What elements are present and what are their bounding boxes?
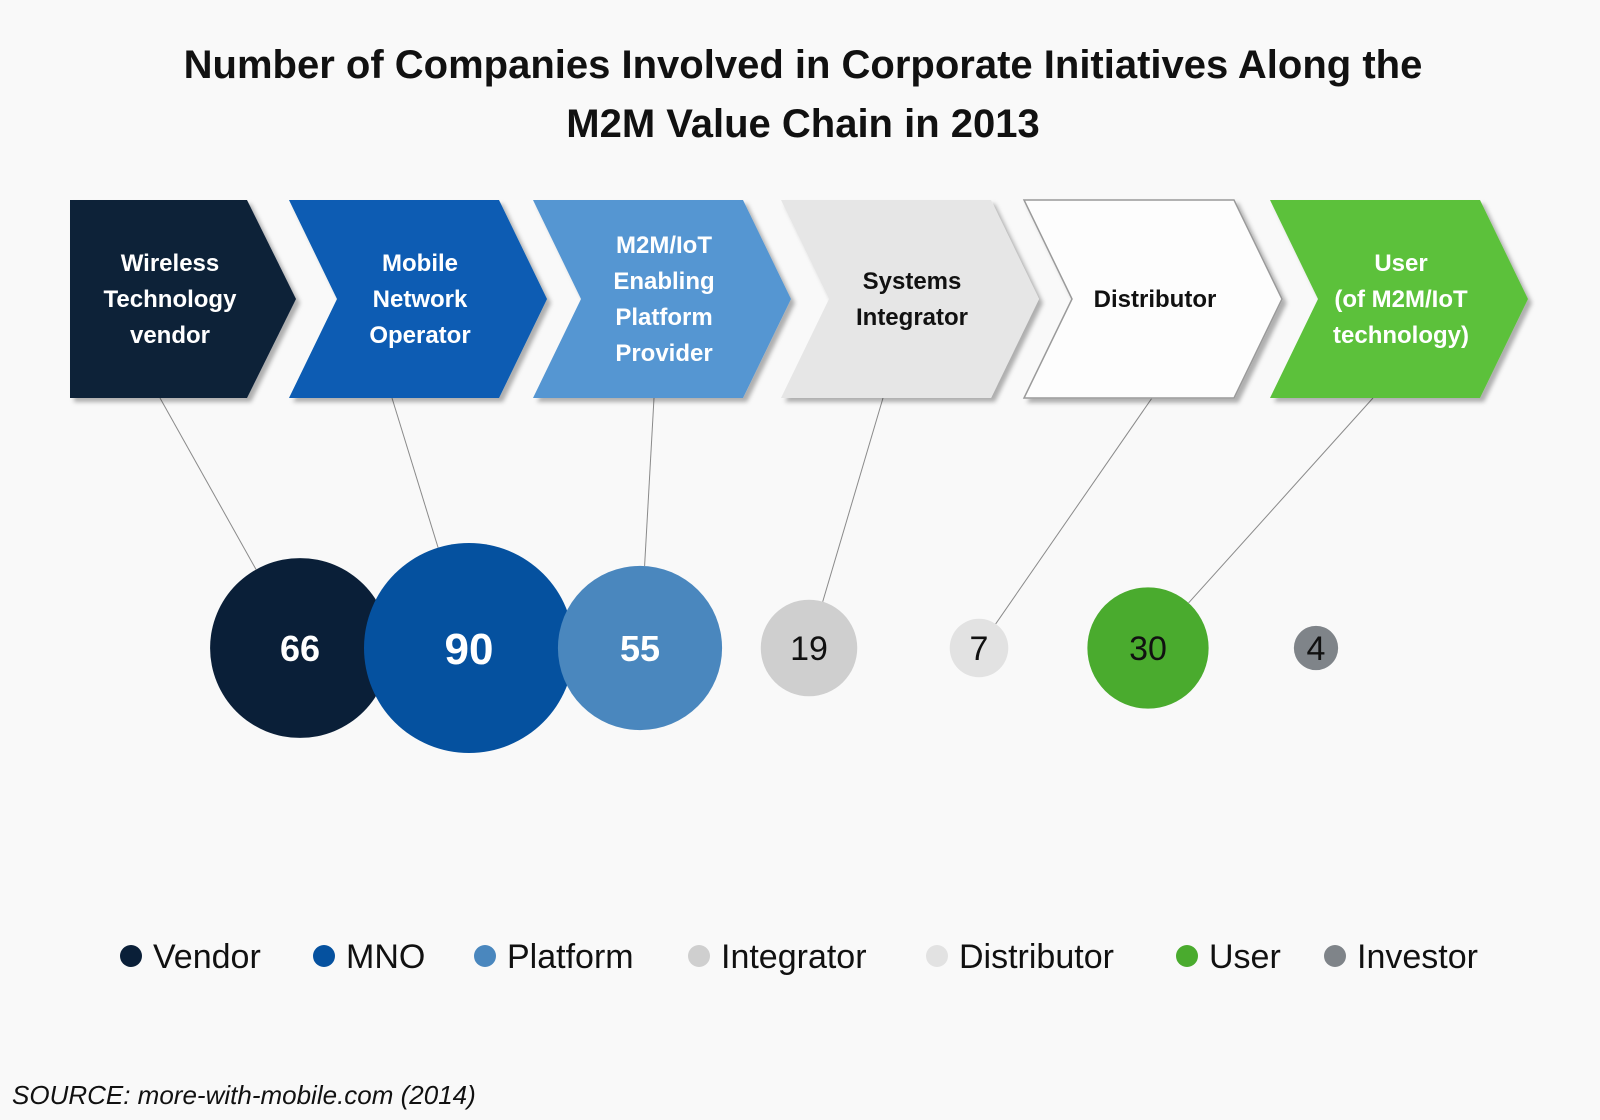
chevron-platform: M2M/IoT Enabling Platform Provider: [533, 200, 791, 398]
legend-label: User: [1209, 938, 1281, 976]
chevron-user: User (of M2M/IoT technology): [1270, 200, 1528, 398]
legend-item-integrator: Integrator: [688, 938, 867, 976]
chevron-label-line: Network: [373, 286, 468, 313]
connector-mno: [391, 397, 439, 548]
bubble-mno: 90: [364, 543, 574, 753]
chevron-shape: [289, 200, 547, 398]
chevron-label-line: Wireless: [121, 250, 220, 277]
chevron-label-line: technology): [1333, 322, 1469, 349]
legend: Vendor MNO Platform Integrator Distributor Us…: [120, 938, 1478, 976]
chevron-mno: Mobile Network Operator: [289, 200, 547, 398]
bubble-circle: [1293, 625, 1339, 671]
bubble-platform: 55: [557, 565, 723, 731]
bubble-integrator: 19: [760, 599, 858, 697]
legend-label: Platform: [507, 938, 634, 976]
chevron-vendor: Wireless Technology vendor: [70, 200, 296, 398]
legend-dot: [474, 945, 496, 967]
bubble-investor: 4: [1293, 625, 1339, 671]
chevron-label-line: vendor: [130, 322, 210, 349]
connector-user: [1188, 397, 1374, 604]
chevron-integrator: Systems Integrator: [781, 200, 1039, 398]
chevron-label-line: M2M/IoT: [616, 232, 712, 259]
chevron-label-line: Distributor: [1094, 286, 1217, 313]
title-line-1: Number of Companies Involved in Corporat…: [184, 43, 1423, 87]
source-note: SOURCE: more-with-mobile.com (2014): [12, 1080, 476, 1110]
connector-integrator: [822, 397, 884, 602]
connector-vendor: [159, 397, 257, 570]
chevron-shape: [70, 200, 296, 398]
chevron-label-line: (of M2M/IoT: [1334, 286, 1468, 313]
legend-label: Distributor: [959, 938, 1114, 976]
legend-dot: [926, 945, 948, 967]
legend-item-platform: Platform: [474, 938, 634, 976]
chevron-label-line: Integrator: [856, 304, 968, 331]
chevron-shape: [533, 200, 791, 398]
legend-item-mno: MNO: [313, 938, 425, 976]
legend-label: MNO: [346, 938, 425, 976]
value-chain: Wireless Technology vendor Mobile Network Ope…: [70, 199, 1528, 399]
bubble-value: 30: [1129, 630, 1167, 668]
chevron-shape: [781, 200, 1039, 398]
bubble-circle: [1087, 587, 1209, 709]
chevron-label-line: Systems: [863, 268, 962, 295]
legend-dot: [120, 945, 142, 967]
legend-dot: [313, 945, 335, 967]
bubble-circle: [557, 565, 723, 731]
bubble-circle: [210, 558, 390, 738]
legend-dot: [1324, 945, 1346, 967]
bubble-value: 55: [620, 628, 660, 669]
chevron-shape: [1022, 199, 1283, 399]
legend-item-investor: Investor: [1324, 938, 1478, 976]
bubble-value: 4: [1307, 630, 1326, 668]
bubble-distributor: 7: [949, 618, 1009, 678]
connector-platform: [644, 397, 655, 567]
legend-label: Investor: [1357, 938, 1478, 976]
bubble-user: 30: [1087, 587, 1209, 709]
legend-item-distributor: Distributor: [926, 938, 1114, 976]
legend-item-vendor: Vendor: [120, 938, 261, 976]
bubble-vendor: 66: [210, 558, 390, 738]
bubble-circle: [760, 599, 858, 697]
legend-dot: [688, 945, 710, 967]
chevron-label-line: Technology: [104, 286, 238, 313]
legend-label: Integrator: [721, 938, 867, 976]
chevron-label-line: Enabling: [613, 268, 714, 295]
chevron-label-line: Platform: [615, 304, 712, 331]
chevron-shape: [1270, 200, 1528, 398]
chevron-label-line: Operator: [369, 322, 470, 349]
legend-label: Vendor: [153, 938, 261, 976]
legend-dot: [1176, 945, 1198, 967]
bubble-circle: [364, 543, 574, 753]
connector-lines: [159, 397, 1374, 625]
bubble-value: 19: [790, 630, 828, 668]
bubble-value: 66: [280, 628, 320, 669]
chevron-label-line: User: [1374, 250, 1427, 277]
bubble-value: 90: [445, 625, 494, 674]
legend-item-user: User: [1176, 938, 1281, 976]
chevron-distributor: Distributor: [1022, 199, 1283, 399]
bubble-circle: [949, 618, 1009, 678]
connector-distributor: [995, 397, 1153, 625]
title-line-2: M2M Value Chain in 2013: [566, 102, 1040, 146]
bubble-value: 7: [970, 630, 989, 668]
chevron-label-line: Provider: [615, 340, 712, 367]
bubbles: 66 90 55 19 7 30 4: [210, 543, 1339, 753]
chevron-label-line: Mobile: [382, 250, 458, 277]
